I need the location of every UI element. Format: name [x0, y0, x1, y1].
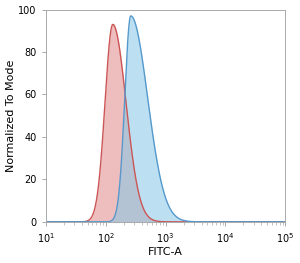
Y-axis label: Normalized To Mode: Normalized To Mode: [6, 59, 16, 172]
X-axis label: FITC-A: FITC-A: [148, 247, 183, 257]
